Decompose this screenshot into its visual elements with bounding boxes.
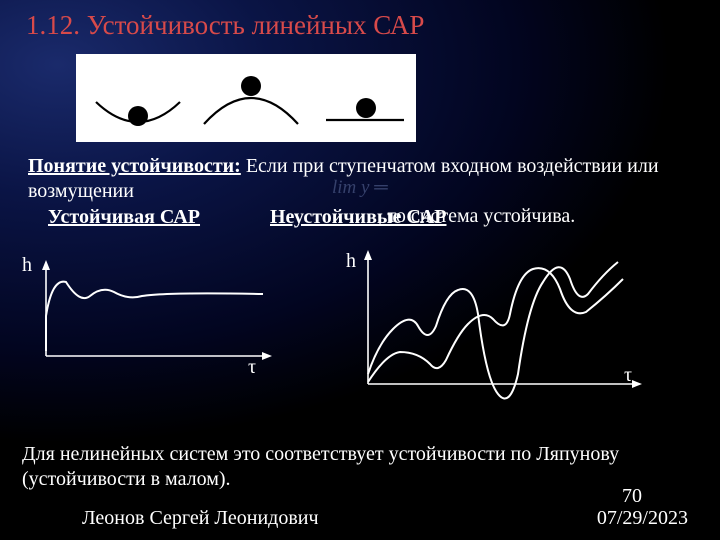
footer-note: Для нелинейных систем это соответствует … xyxy=(22,442,702,492)
limit-formula: lim y ═ xyxy=(332,177,388,199)
x-axis-label-right: τ xyxy=(624,364,632,387)
unstable-curve-2 xyxy=(368,268,623,382)
stable-heading: Устойчивая САР xyxy=(48,206,200,229)
x-axis-label-left: τ xyxy=(248,356,256,379)
stable-chart: h τ xyxy=(18,256,278,386)
unstable-heading: Неустойчивые САР xyxy=(270,206,446,229)
hill-curve xyxy=(204,98,298,124)
y-axis-label-left: h xyxy=(22,254,32,277)
stability-diagram xyxy=(76,54,416,142)
unstable-curve-1 xyxy=(368,262,618,399)
x-axis-arrow xyxy=(262,352,272,360)
y-axis-arrow xyxy=(364,250,372,260)
y-axis-label-right: h xyxy=(346,250,356,273)
page-number: 70 xyxy=(622,485,642,508)
hill-ball xyxy=(241,76,261,96)
author: Леонов Сергей Леонидович xyxy=(82,507,319,530)
flat-ball xyxy=(356,98,376,118)
definition-label: Понятие устойчивости: xyxy=(28,155,241,177)
y-axis-arrow xyxy=(42,260,50,270)
x-axis-arrow xyxy=(632,380,642,388)
stable-curve xyxy=(46,282,263,351)
date: 07/29/2023 xyxy=(597,507,688,530)
cup-ball xyxy=(128,106,148,126)
unstable-chart: h τ xyxy=(338,234,648,434)
slide-title: 1.12. Устойчивость линейных САР xyxy=(26,10,424,41)
